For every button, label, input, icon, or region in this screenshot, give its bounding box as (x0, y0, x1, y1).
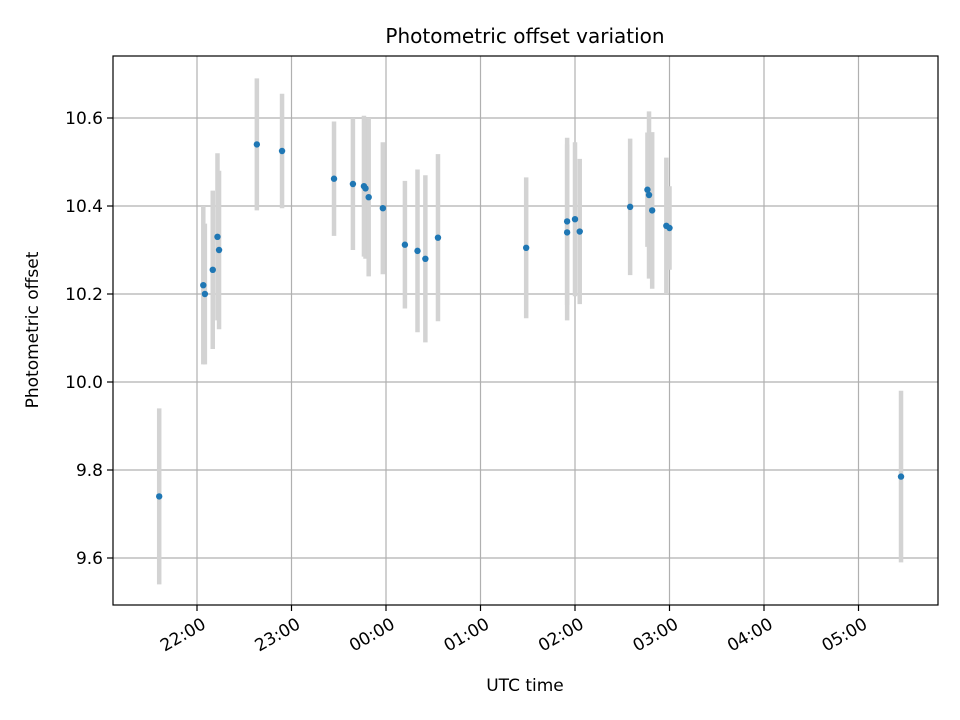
data-point (414, 247, 421, 255)
data-point (666, 224, 673, 232)
x-axis-label: UTC time (486, 676, 564, 696)
plot-frame (112, 55, 939, 606)
data-point (576, 228, 583, 235)
data-point (209, 266, 216, 273)
y-axis-label: Photometric offset (23, 251, 43, 408)
y-tick-label: 9.6 (76, 549, 103, 569)
data-point (379, 205, 387, 212)
data-point (626, 203, 634, 211)
data-point (330, 175, 338, 182)
y-tick-label: 10.6 (65, 109, 103, 129)
data-point (571, 216, 579, 223)
data-point (401, 241, 409, 248)
data-point (200, 282, 207, 289)
data-point (201, 290, 209, 298)
data-point (434, 234, 442, 241)
chart-title: Photometric offset variation (385, 24, 664, 48)
data-point (214, 233, 221, 240)
y-tick-label: 9.8 (76, 461, 103, 481)
data-point (648, 207, 656, 214)
data-point (522, 244, 530, 251)
data-point (278, 147, 286, 155)
data-point (897, 473, 905, 480)
data-point (362, 185, 369, 192)
y-tick-label: 10.4 (65, 197, 103, 217)
data-point (215, 246, 223, 254)
grid (113, 56, 938, 605)
data-point (253, 141, 261, 148)
data-point (422, 255, 429, 262)
y-tick-label: 10.2 (65, 285, 103, 305)
data-point (156, 493, 163, 500)
y-tick-label: 10.0 (65, 373, 103, 393)
data-point (365, 194, 372, 201)
data-point (349, 180, 357, 188)
data-point (563, 229, 571, 236)
data-point (644, 186, 651, 193)
data-points (156, 141, 905, 500)
data-point (563, 218, 571, 225)
data-point (645, 191, 653, 199)
